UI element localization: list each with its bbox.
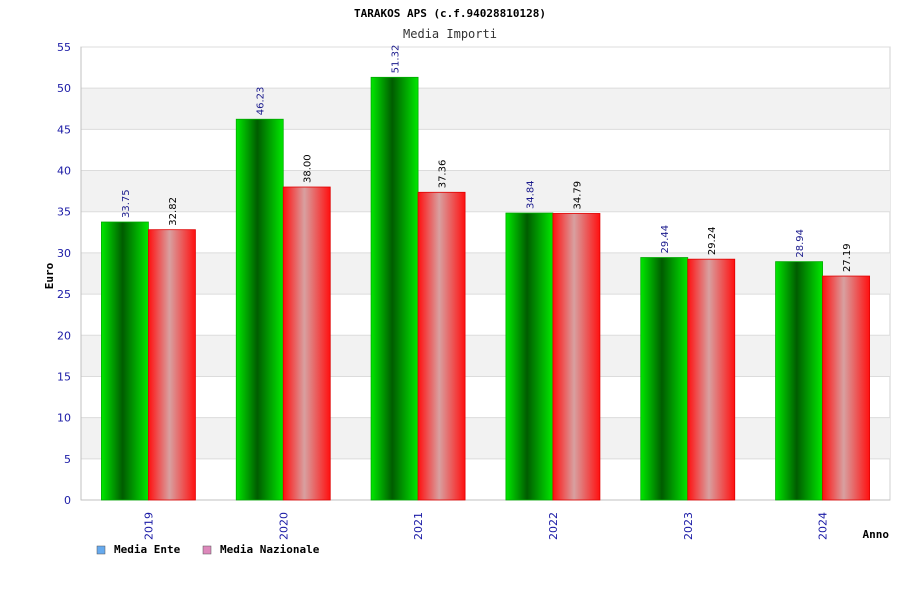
x-tick-label: 2020 <box>277 512 290 540</box>
legend: Media Ente Media Nazionale <box>96 543 320 556</box>
grid-band <box>81 170 890 212</box>
bar-media-ente-2023 <box>640 257 689 501</box>
y-tick-label: 25 <box>57 288 71 301</box>
data-label: 33.75 <box>121 189 132 218</box>
legend-label-media-ente: Media Ente <box>114 543 181 556</box>
y-tick-label: 15 <box>57 370 71 383</box>
legend-swatch-media-ente <box>96 545 106 555</box>
y-tick-label: 5 <box>64 453 71 466</box>
bar-media-nazionale-2022 <box>552 213 601 501</box>
data-label: 46.23 <box>256 87 267 116</box>
data-label: 27.19 <box>842 243 853 272</box>
y-tick-label: 0 <box>64 494 71 507</box>
x-tick-label: 2023 <box>682 512 695 540</box>
grid-band <box>81 417 890 459</box>
y-tick-label: 50 <box>57 82 71 95</box>
bar-media-nazionale-2020 <box>282 186 331 501</box>
bar-media-ente-2024 <box>775 261 823 501</box>
y-tick-label: 35 <box>57 206 71 219</box>
data-label: 34.79 <box>572 181 583 210</box>
data-label: 29.44 <box>660 225 671 254</box>
grid-band <box>81 335 890 377</box>
data-label: 28.94 <box>795 229 806 258</box>
bar-media-ente-2020 <box>235 118 284 501</box>
bar-media-ente-2019 <box>101 221 149 501</box>
y-tick-label: 30 <box>57 247 71 260</box>
bar-media-nazionale-2023 <box>687 258 736 501</box>
x-axis-ticks: 2019 2020 2021 2022 2023 2024 <box>142 512 829 540</box>
x-tick-label: 2019 <box>142 512 155 540</box>
y-tick-label: 55 <box>57 41 71 54</box>
y-axis-title: Euro <box>43 262 56 289</box>
bar-media-nazionale-2024 <box>822 275 870 501</box>
bar-media-nazionale-2021 <box>417 191 466 501</box>
y-axis-ticks: 0 5 10 15 20 25 30 35 40 45 50 55 <box>57 41 71 507</box>
y-tick-label: 40 <box>57 165 71 178</box>
grid-band <box>81 252 890 295</box>
bars <box>101 76 870 501</box>
plot-area <box>80 46 891 501</box>
bar-media-ente-2021 <box>370 76 419 501</box>
data-label: 34.84 <box>525 180 536 209</box>
x-axis-title: Anno <box>863 528 890 541</box>
bar-media-nazionale-2019 <box>148 229 196 501</box>
y-tick-label: 10 <box>57 412 71 425</box>
data-label: 38.00 <box>303 154 314 183</box>
data-label: 32.82 <box>168 197 179 226</box>
x-tick-label: 2024 <box>817 512 830 540</box>
legend-label-media-nazionale: Media Nazionale <box>220 543 320 556</box>
x-tick-label: 2021 <box>412 512 425 540</box>
bar-media-ente-2022 <box>505 212 554 501</box>
grid-band <box>81 88 890 130</box>
chart-subtitle: Media Importi <box>403 27 497 41</box>
data-label: 37.36 <box>438 160 449 189</box>
y-tick-label: 45 <box>57 123 71 136</box>
legend-swatch-media-nazionale <box>202 545 212 555</box>
data-labels: 33.75 32.82 46.23 38.00 51.32 37.36 34.84 34.79… <box>121 45 853 272</box>
chart-title: TARAKOS APS (c.f.94028810128) <box>354 7 546 20</box>
data-label: 51.32 <box>391 45 402 74</box>
grid-lines <box>80 46 890 501</box>
x-tick-label: 2022 <box>547 512 560 540</box>
y-tick-label: 20 <box>57 329 71 342</box>
data-label: 29.24 <box>707 227 718 256</box>
